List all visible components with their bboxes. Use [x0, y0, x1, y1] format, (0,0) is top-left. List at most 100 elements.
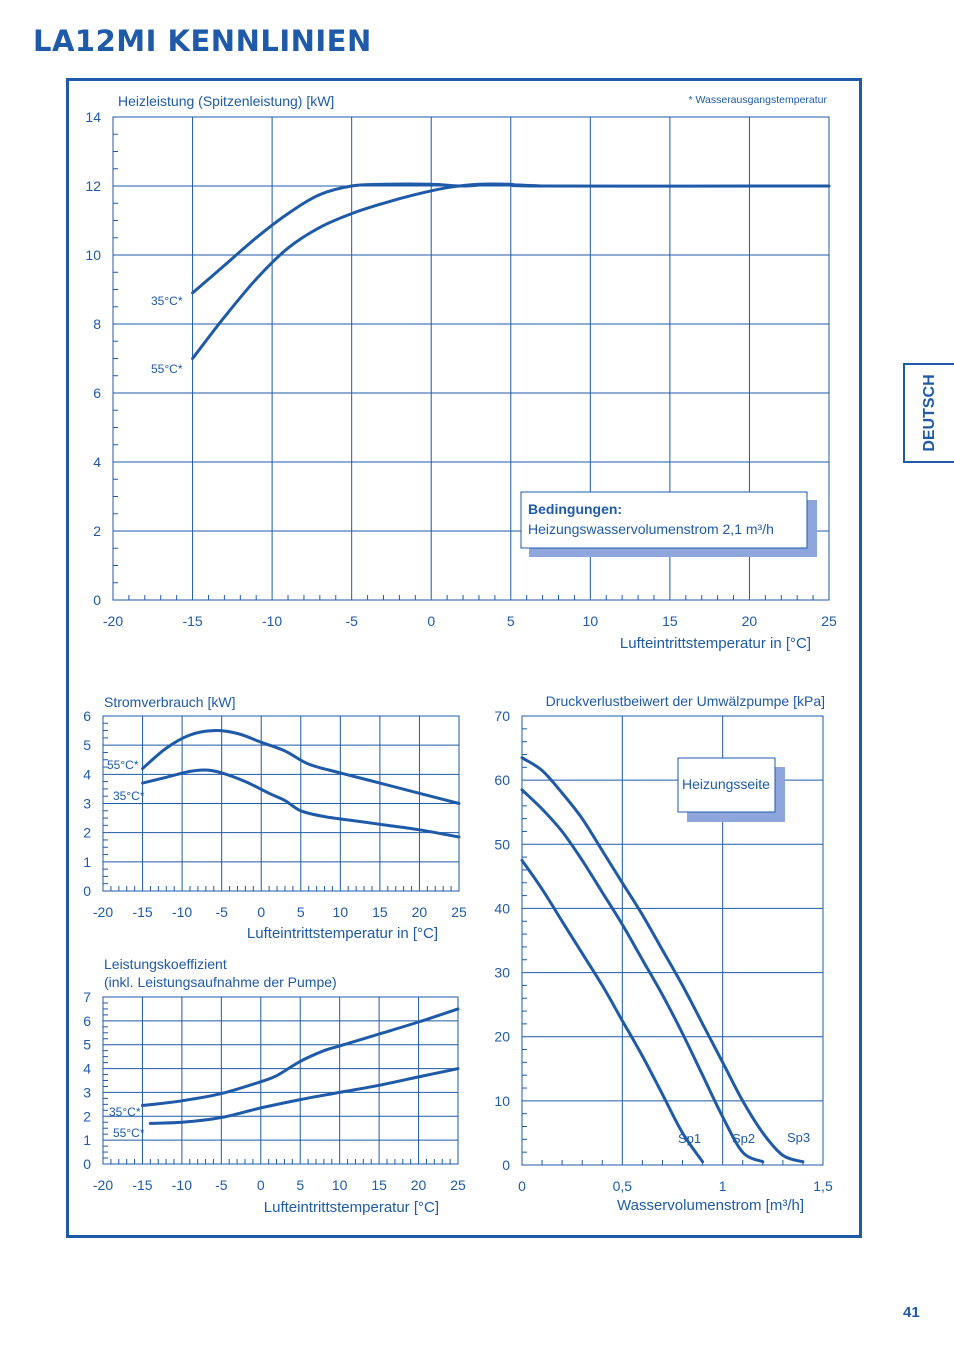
pump-ytick-label: 0 [502, 1157, 510, 1173]
cop-ylabel-2: (inkl. Leistungsaufnahme der Pumpe) [104, 974, 337, 990]
cop-xtick-label: 0 [257, 1177, 265, 1193]
cop-series-label-55: 55°C* [113, 1126, 145, 1140]
heating-chart: -20 -15 -10 -5 0 5 10 15 20 25 0 2 4 6 8 10 12 14 Heizleis… [85, 93, 837, 652]
pump-series-line-2 [520, 756, 805, 1164]
heating-ytick-label: 10 [85, 247, 101, 263]
power-series-label-55: 55°C* [107, 758, 139, 772]
power-ylabel: Stromverbrauch [kW] [104, 694, 235, 710]
heizungsseite-label: Heizungsseite [682, 776, 770, 792]
heating-xtick-label: 20 [742, 613, 758, 629]
heating-xtick-label: 10 [583, 613, 599, 629]
heating-xtick-label: 0 [427, 613, 435, 629]
power-xtick-label: 5 [297, 904, 305, 920]
cop-ytick-label: 1 [83, 1132, 91, 1148]
power-ytick-label: 1 [83, 854, 91, 870]
power-xtick-label: -5 [215, 904, 228, 920]
cop-ytick-label: 4 [83, 1061, 91, 1077]
cop-xtick-label: -10 [172, 1177, 192, 1193]
conditions-text: Heizungswasservolumenstrom 2,1 m³/h [528, 521, 774, 537]
power-series-line-0 [141, 729, 461, 805]
heating-series-label-35: 35°C* [151, 294, 183, 308]
heating-ytick-label: 8 [93, 316, 101, 332]
pump-ytick-label: 50 [494, 836, 510, 852]
power-xtick-label: 0 [257, 904, 265, 920]
heating-series-line-1 [191, 182, 831, 360]
conditions-box [520, 491, 808, 549]
cop-xtick-label: -20 [93, 1177, 113, 1193]
power-xtick-label: 25 [451, 904, 467, 920]
cop-xtick-label: 10 [332, 1177, 348, 1193]
pump-series-label-sp3: Sp3 [787, 1130, 810, 1145]
heating-ytick-label: 12 [85, 178, 101, 194]
pump-ytick-label: 60 [494, 772, 510, 788]
pump-series-label-sp1: Sp1 [678, 1131, 701, 1146]
pump-ylabel: Druckverlustbeiwert der Umwälzpumpe [kPa… [546, 693, 825, 709]
pump-xlabel: Wasservolumenstrom [m³/h] [617, 1197, 804, 1214]
cop-xtick-label: 5 [296, 1177, 304, 1193]
cop-series-line-0 [140, 1007, 460, 1107]
heating-xlabel: Lufteintrittstemperatur in [°C] [620, 635, 811, 652]
heating-xtick-label: 25 [821, 613, 837, 629]
pump-ytick-label: 20 [494, 1029, 510, 1045]
pump-ytick-label: 70 [494, 708, 510, 724]
cop-chart: -20 -15 -10 -5 0 5 10 15 20 25 0 1 2 3 4 5 6 7 Leistungsko… [83, 956, 466, 1216]
cop-ytick-label: 7 [83, 989, 91, 1005]
cop-ytick-label: 2 [83, 1108, 91, 1124]
heating-note: * Wasserausgangstemperatur [688, 94, 827, 106]
heating-xtick-label: -20 [103, 613, 123, 629]
power-xtick-label: -10 [172, 904, 192, 920]
cop-xlabel: Lufteintrittstemperatur [°C] [264, 1199, 439, 1216]
heating-xtick-label: -5 [345, 613, 358, 629]
cop-ytick-label: 5 [83, 1037, 91, 1053]
power-ytick-label: 4 [83, 766, 91, 782]
page-number: 41 [903, 1304, 920, 1321]
heizungsseite-box [677, 757, 776, 813]
language-tab[interactable]: DEUTSCH [903, 363, 954, 463]
chart-frame [66, 78, 862, 1238]
power-xtick-label: 10 [333, 904, 349, 920]
heating-ylabel: Heizleistung (Spitzenleistung) [kW] [118, 93, 334, 109]
pump-xtick-label: 1 [719, 1178, 727, 1194]
cop-series-line-1 [148, 1067, 460, 1125]
power-ytick-label: 6 [83, 708, 91, 724]
heating-ytick-label: 2 [93, 523, 101, 539]
cop-ylabel: Leistungskoeffizient [104, 956, 227, 972]
heating-ytick-label: 14 [85, 109, 101, 125]
power-xtick-label: -20 [93, 904, 113, 920]
power-ytick-label: 3 [83, 796, 91, 812]
pump-xtick-label: 0,5 [613, 1178, 633, 1194]
cop-ytick-label: 3 [83, 1084, 91, 1100]
pump-ytick-label: 10 [494, 1093, 510, 1109]
power-ytick-label: 0 [83, 883, 91, 899]
cop-xtick-label: -15 [132, 1177, 152, 1193]
pump-ytick-label: 40 [494, 900, 510, 916]
heating-xtick-label: 15 [662, 613, 678, 629]
cop-series-label-35: 35°C* [109, 1105, 141, 1119]
heating-xtick-label: 5 [507, 613, 515, 629]
pump-xtick-label: 0 [518, 1178, 526, 1194]
power-chart: -20 -15 -10 -5 0 5 10 15 20 25 0 1 2 3 4 5 6 Stromverbrau… [83, 694, 467, 942]
heating-xtick-label: -15 [182, 613, 202, 629]
power-xtick-label: 20 [412, 904, 428, 920]
power-ytick-label: 5 [83, 737, 91, 753]
pump-xtick-label: 1,5 [813, 1178, 833, 1194]
power-xtick-label: -15 [132, 904, 152, 920]
power-xlabel: Lufteintrittstemperatur in [°C] [247, 925, 438, 942]
heating-ytick-label: 0 [93, 592, 101, 608]
page-title: LA12MI KENNLINIEN [33, 24, 372, 58]
heating-series-label-55: 55°C* [151, 362, 183, 376]
pump-series-label-sp2: Sp2 [732, 1131, 755, 1146]
pump-series-line-1 [520, 788, 765, 1164]
conditions-title: Bedingungen: [528, 501, 622, 517]
pump-plot-border [521, 715, 824, 1166]
pump-chart: 0 0,5 1 1,5 0 10 20 30 40 50 60 70 Druckverlustbeiwe… [494, 693, 833, 1214]
heating-ytick-label: 4 [93, 454, 101, 470]
power-ytick-label: 2 [83, 825, 91, 841]
cop-xtick-label: -5 [215, 1177, 228, 1193]
cop-xtick-label: 15 [371, 1177, 387, 1193]
pump-ytick-label: 30 [494, 965, 510, 981]
cop-ytick-label: 6 [83, 1013, 91, 1029]
pump-series-line-0 [520, 858, 705, 1164]
power-series-label-35: 35°C* [113, 789, 145, 803]
